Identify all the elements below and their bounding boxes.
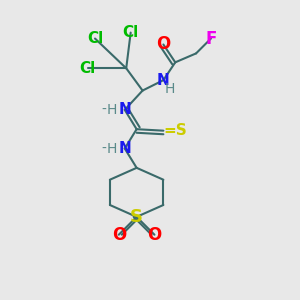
Text: F: F bbox=[205, 29, 217, 47]
Text: N: N bbox=[118, 141, 131, 156]
Text: S: S bbox=[130, 208, 143, 226]
Text: N: N bbox=[157, 73, 170, 88]
Text: O: O bbox=[156, 35, 170, 53]
Text: Cl: Cl bbox=[123, 25, 139, 40]
Text: O: O bbox=[147, 226, 162, 244]
Text: Cl: Cl bbox=[87, 31, 103, 46]
Text: N: N bbox=[118, 102, 131, 117]
Text: =S: =S bbox=[164, 123, 187, 138]
Text: O: O bbox=[112, 226, 126, 244]
Text: H: H bbox=[165, 82, 175, 96]
Text: -: - bbox=[101, 103, 106, 117]
Text: Cl: Cl bbox=[80, 61, 96, 76]
Text: H: H bbox=[106, 103, 116, 117]
Text: -: - bbox=[101, 142, 106, 155]
Text: H: H bbox=[106, 142, 116, 155]
